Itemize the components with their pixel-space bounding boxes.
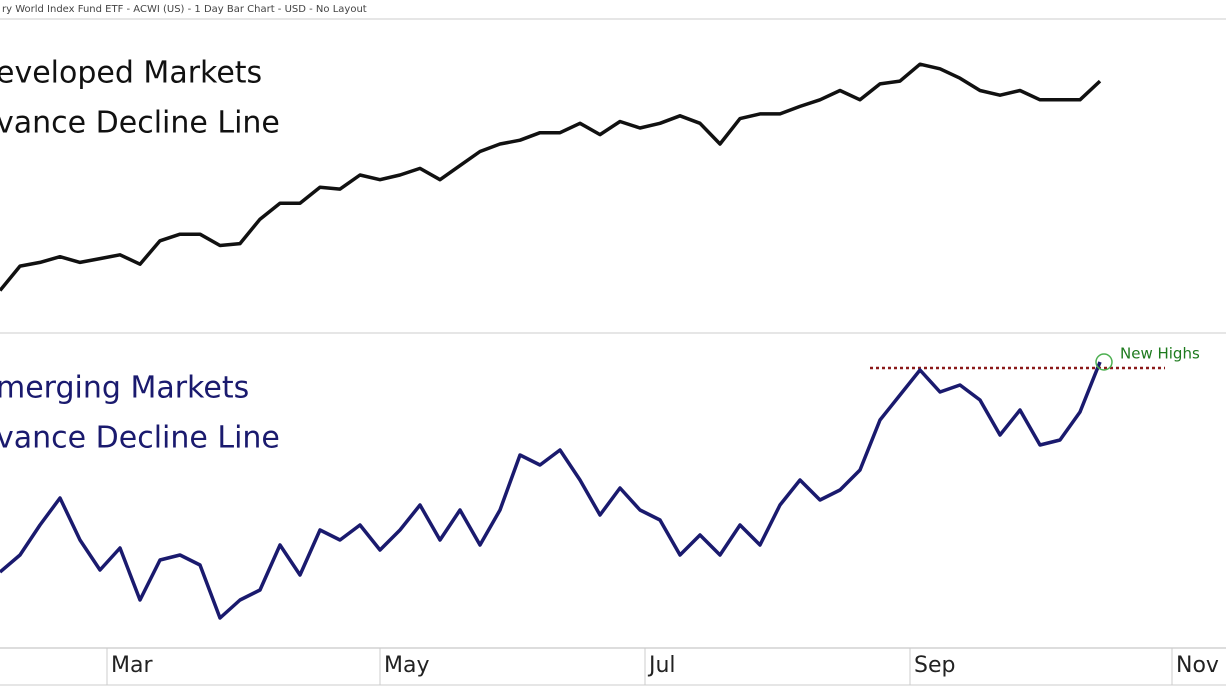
panel-title: vance Decline Line [0,106,280,141]
ad-line [0,62,1102,292]
chart-header: ry World Index Fund ETF - ACWI (US) - 1 … [2,4,367,15]
panel-title: eveloped Markets [0,56,262,91]
x-tick-label: Mar [111,653,153,678]
highs-marker [1095,353,1113,371]
x-tick-label: Nov [1176,653,1219,678]
panel-title: merging Markets [0,371,249,406]
ad-line [0,361,1102,620]
panel-title: vance Decline Line [0,421,280,456]
x-tick-label: May [384,653,429,678]
x-tick-label: Jul [647,653,676,678]
x-tick-label: Sep [914,653,955,678]
annotation-label: New Highs [1120,345,1200,363]
